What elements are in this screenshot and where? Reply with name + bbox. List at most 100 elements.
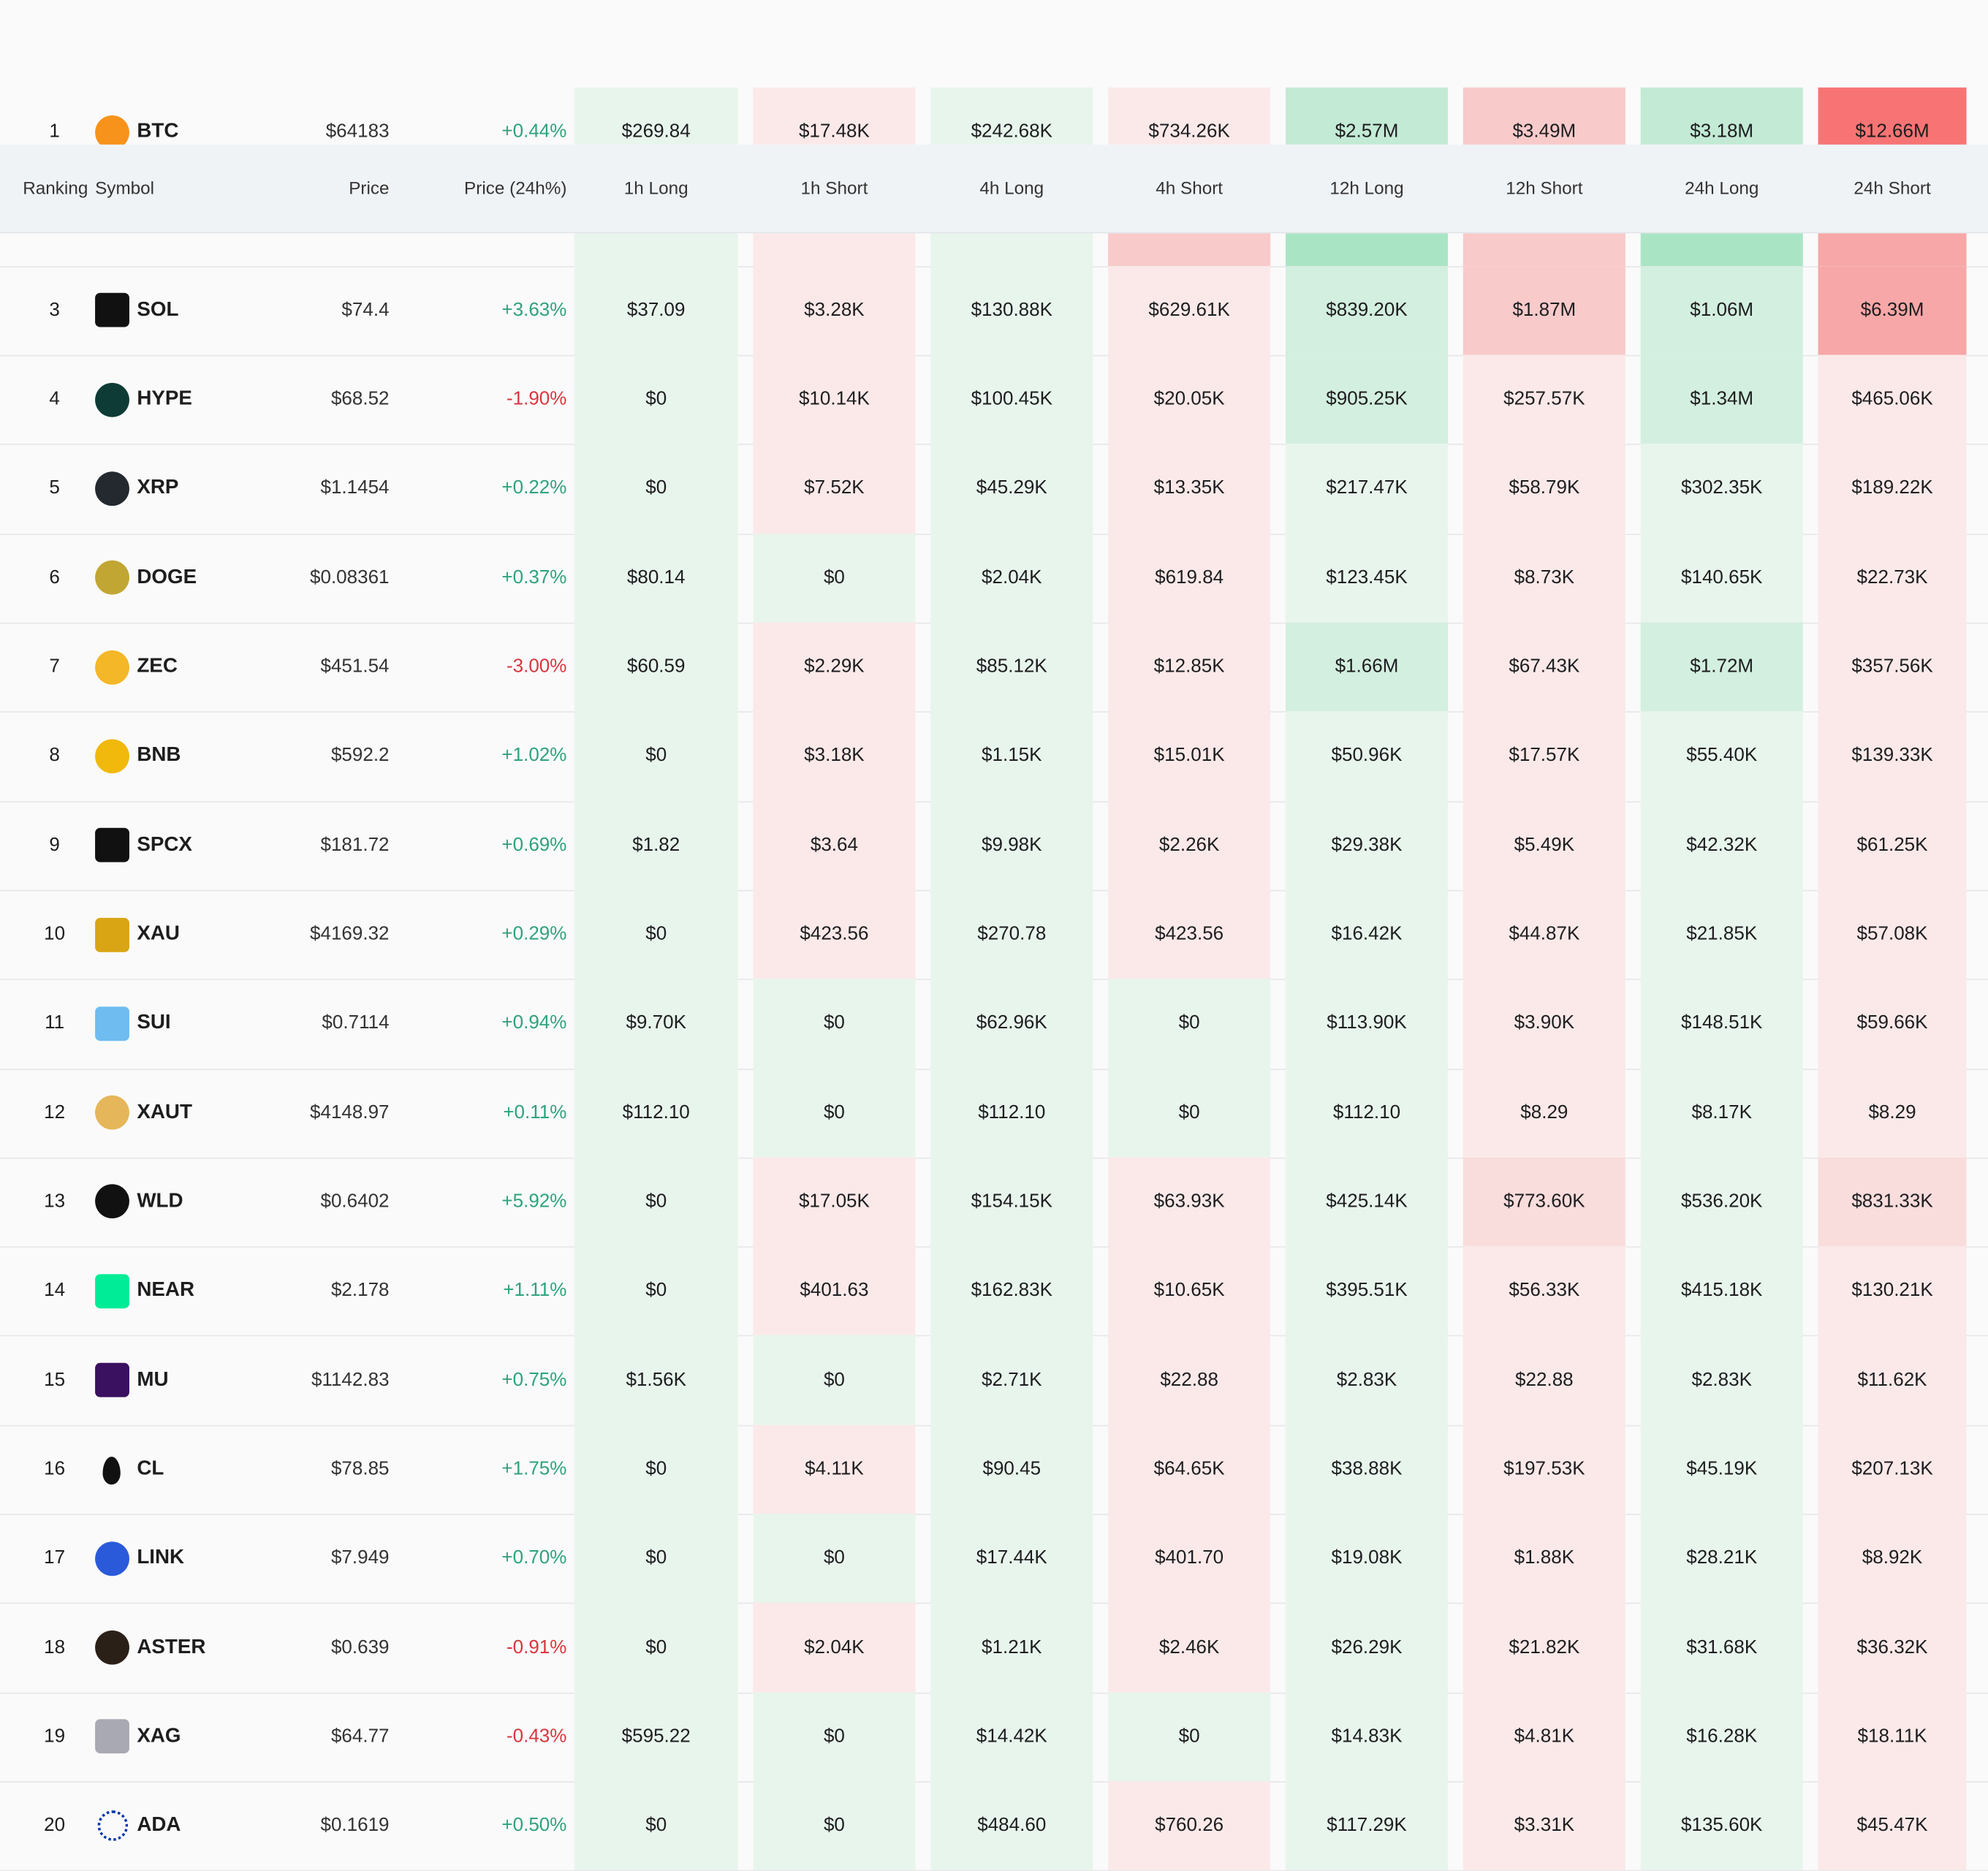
cell-background (1285, 1246, 1449, 1337)
rank: 16 (44, 1457, 66, 1480)
liquidation-value: $21.85K (1686, 922, 1758, 945)
price-change: +3.63% (501, 299, 567, 321)
liquidation-value: $113.90K (1327, 1012, 1407, 1034)
liquidation-value: $3.90K (1514, 1012, 1575, 1034)
liquidation-value: $55.40K (1686, 744, 1758, 767)
symbol-icon (95, 1274, 129, 1308)
cell-background (574, 711, 738, 802)
cell-background (1818, 533, 1967, 623)
column-header: 24h Long (1685, 177, 1759, 198)
liquidation-value: $242.68K (971, 121, 1052, 143)
cell-background (1285, 1781, 1449, 1871)
cell-background (1818, 711, 1967, 802)
cell-background (1462, 533, 1625, 623)
liquidation-value: $10.65K (1153, 1279, 1225, 1302)
liquidation-value: $36.32K (1856, 1636, 1928, 1658)
liquidation-value: $162.83K (971, 1279, 1052, 1302)
cell-background (1462, 1068, 1625, 1158)
cell-background (1285, 265, 1449, 356)
cell-background (574, 533, 738, 623)
liquidation-value: $45.29K (976, 477, 1047, 499)
liquidation-value: $8.29 (1868, 1101, 1916, 1123)
liquidation-value: $484.60 (977, 1814, 1047, 1837)
cell-background (1818, 354, 1967, 445)
symbol: DOGE (137, 566, 197, 588)
cell-background (1108, 1692, 1271, 1783)
liquidation-value: $58.79K (1509, 477, 1580, 499)
liquidation-value: $17.57K (1509, 744, 1580, 767)
liquidation-value: $67.43K (1509, 655, 1580, 678)
price-change: -0.91% (506, 1636, 567, 1658)
liquidation-value: $60.59 (626, 655, 686, 678)
cell-background (1285, 1603, 1449, 1693)
symbol: BNB (137, 744, 181, 767)
liquidation-value: $8.17K (1691, 1101, 1752, 1123)
table-row: 19 XAG $64.77 -0.43% $595.22 $0 $14.42K $0 $14.8… (0, 1692, 1988, 1783)
liquidation-value: $1.56K (626, 1368, 686, 1391)
liquidation-value: $50.96K (1331, 744, 1403, 767)
symbol-icon (102, 1457, 121, 1485)
cell-background (574, 1157, 738, 1248)
price: $0.639 (330, 1636, 390, 1658)
cell-background (574, 1424, 738, 1515)
cell-background (1818, 1603, 1967, 1693)
liquidation-value: $0 (645, 388, 667, 410)
liquidation-value: $10.14K (798, 388, 870, 410)
liquidation-value: $0 (1178, 1725, 1200, 1747)
rank: 5 (49, 477, 60, 499)
cell-background (1108, 354, 1271, 445)
cell-background (574, 354, 738, 445)
cell-background (1640, 1692, 1803, 1783)
cell-background (1818, 1781, 1967, 1871)
liquidation-value: $112.10 (622, 1101, 690, 1123)
liquidation-value: $139.33K (1851, 744, 1933, 767)
liquidation-value: $536.20K (1680, 1190, 1763, 1212)
liquidation-value: $15.01K (1153, 744, 1225, 767)
liquidation-value: $0 (645, 1279, 667, 1302)
liquidation-value: $0 (823, 1101, 845, 1123)
liquidation-value: $1.15K (982, 744, 1042, 767)
liquidation-value: $2.83K (1336, 1368, 1397, 1391)
liquidation-value: $14.42K (976, 1725, 1047, 1747)
cell-background (1818, 444, 1967, 534)
cell-background (1640, 1335, 1803, 1426)
liquidation-value: $8.92K (1862, 1546, 1923, 1569)
column-header: Price (24h%) (464, 177, 567, 198)
liquidation-value: $12.85K (1153, 655, 1225, 678)
rank: 18 (44, 1636, 66, 1658)
cell-background (930, 1157, 1093, 1248)
rank: 14 (44, 1279, 66, 1302)
liquidation-value: $0 (823, 1368, 845, 1391)
symbol: HYPE (137, 388, 192, 410)
price-change: -3.00% (506, 655, 567, 678)
price-change: +1.11% (503, 1279, 567, 1302)
cell-background (930, 889, 1093, 980)
symbol-icon (95, 1185, 129, 1219)
cell-background (1640, 889, 1803, 980)
liquidation-value: $0 (823, 1546, 845, 1569)
cell-background (1462, 1692, 1625, 1783)
liquidation-value: $0 (645, 1457, 667, 1480)
cell-background (574, 265, 738, 356)
liquidation-value: $197.53K (1503, 1457, 1585, 1480)
price: $0.7114 (322, 1012, 390, 1034)
cell-background (1108, 444, 1271, 534)
liquidation-value: $0 (823, 566, 845, 588)
liquidation-value: $189.22K (1851, 477, 1933, 499)
symbol: SPCX (137, 833, 192, 856)
price: $0.1619 (320, 1814, 390, 1837)
liquidation-value: $59.66K (1856, 1012, 1928, 1034)
liquidation-value: $100.45K (971, 388, 1052, 410)
column-header: 12h Short (1506, 177, 1583, 198)
column-header: 12h Long (1329, 177, 1404, 198)
cell-background (1108, 1335, 1271, 1426)
liquidation-value: $839.20K (1326, 299, 1408, 321)
cell-background (930, 444, 1093, 534)
liquidation-value: $270.78 (977, 922, 1047, 945)
price: $0.08361 (309, 566, 390, 588)
rank: 6 (49, 566, 60, 588)
symbol-icon (95, 561, 129, 596)
liquidation-value: $14.83K (1331, 1725, 1403, 1747)
cell-background (1640, 1603, 1803, 1693)
liquidation-value: $415.18K (1680, 1279, 1763, 1302)
